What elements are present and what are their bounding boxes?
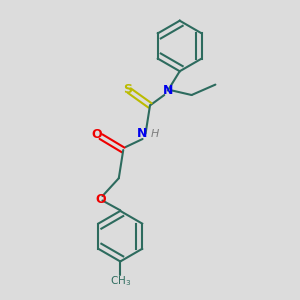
Text: S: S bbox=[123, 82, 132, 96]
Text: N: N bbox=[163, 84, 173, 97]
Text: O: O bbox=[96, 193, 106, 206]
Text: O: O bbox=[91, 128, 102, 141]
Text: CH$_3$: CH$_3$ bbox=[110, 274, 131, 288]
Text: N: N bbox=[137, 127, 147, 140]
Text: H: H bbox=[150, 129, 159, 139]
